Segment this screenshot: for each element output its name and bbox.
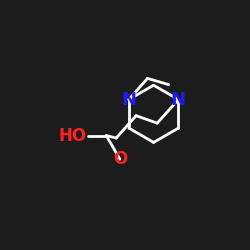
Text: O: O — [113, 150, 127, 168]
Text: HO: HO — [58, 126, 86, 144]
Text: N: N — [121, 90, 136, 108]
Text: N: N — [171, 90, 186, 108]
